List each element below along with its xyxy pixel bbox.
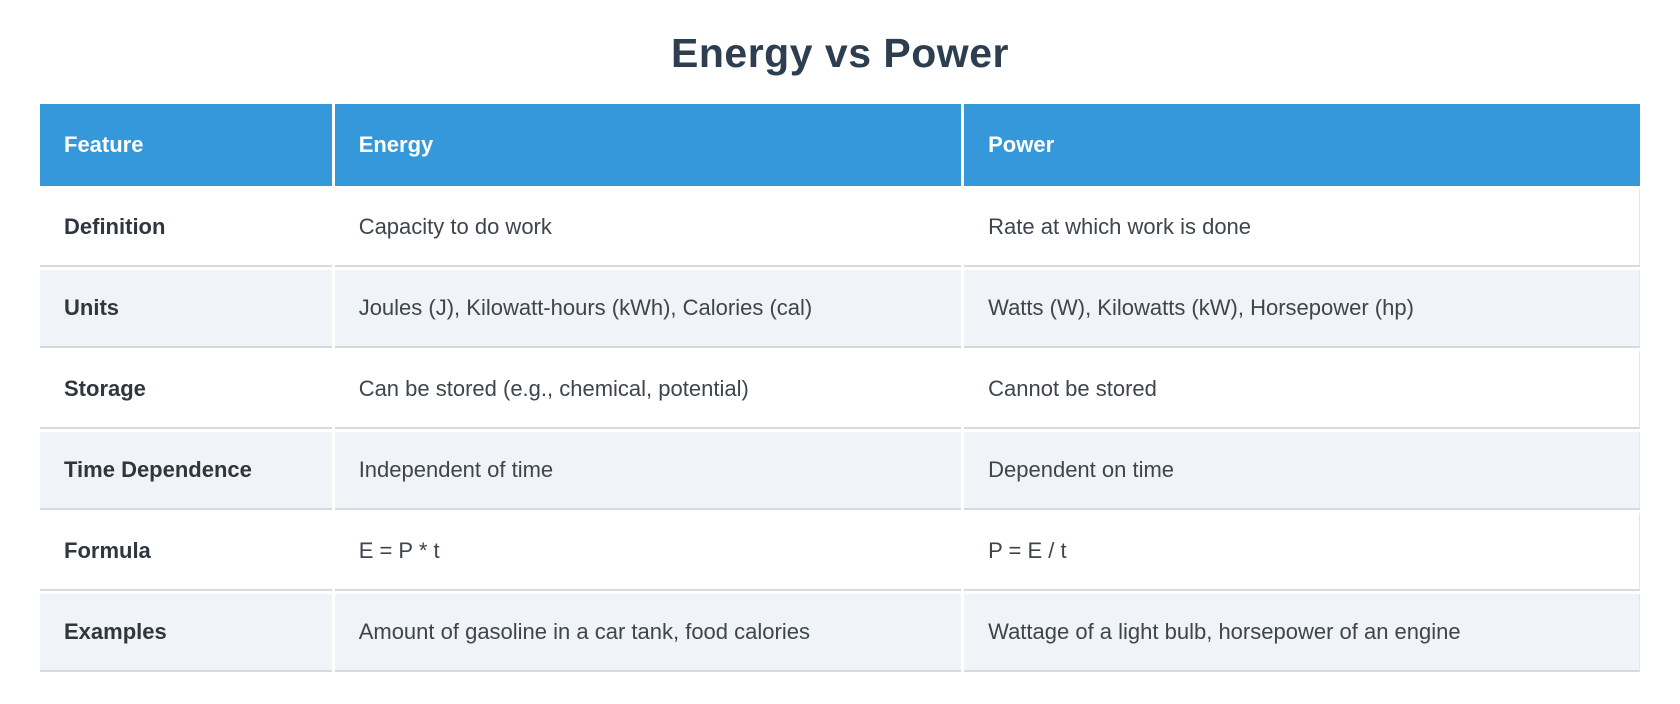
energy-cell: Can be stored (e.g., chemical, potential… <box>334 351 962 429</box>
table-row-storage: Storage Can be stored (e.g., chemical, p… <box>40 351 1640 429</box>
table-header-row: Feature Energy Power <box>40 104 1640 186</box>
energy-cell: Capacity to do work <box>334 189 962 267</box>
energy-cell: Amount of gasoline in a car tank, food c… <box>334 594 962 672</box>
table-row-time-dependence: Time Dependence Independent of time Depe… <box>40 432 1640 510</box>
column-header-energy: Energy <box>334 104 962 186</box>
power-cell: Wattage of a light bulb, horsepower of a… <box>964 594 1640 672</box>
comparison-table: Feature Energy Power Definition Capacity… <box>37 101 1643 675</box>
column-header-feature: Feature <box>40 104 332 186</box>
row-label: Units <box>40 270 332 348</box>
power-cell: Rate at which work is done <box>964 189 1640 267</box>
table-row-formula: Formula E = P * t P = E / t <box>40 513 1640 591</box>
table-row-definition: Definition Capacity to do work Rate at w… <box>40 189 1640 267</box>
page-title: Energy vs Power <box>671 30 1009 76</box>
row-label: Formula <box>40 513 332 591</box>
power-cell: Watts (W), Kilowatts (kW), Horsepower (h… <box>964 270 1640 348</box>
energy-cell: Joules (J), Kilowatt-hours (kWh), Calori… <box>334 270 962 348</box>
power-cell: Dependent on time <box>964 432 1640 510</box>
table-row-units: Units Joules (J), Kilowatt-hours (kWh), … <box>40 270 1640 348</box>
row-label: Definition <box>40 189 332 267</box>
power-cell: Cannot be stored <box>964 351 1640 429</box>
power-cell: P = E / t <box>964 513 1640 591</box>
row-label: Storage <box>40 351 332 429</box>
table-row-examples: Examples Amount of gasoline in a car tan… <box>40 594 1640 672</box>
column-header-power: Power <box>964 104 1640 186</box>
row-label: Examples <box>40 594 332 672</box>
energy-cell: Independent of time <box>334 432 962 510</box>
energy-cell: E = P * t <box>334 513 962 591</box>
row-label: Time Dependence <box>40 432 332 510</box>
